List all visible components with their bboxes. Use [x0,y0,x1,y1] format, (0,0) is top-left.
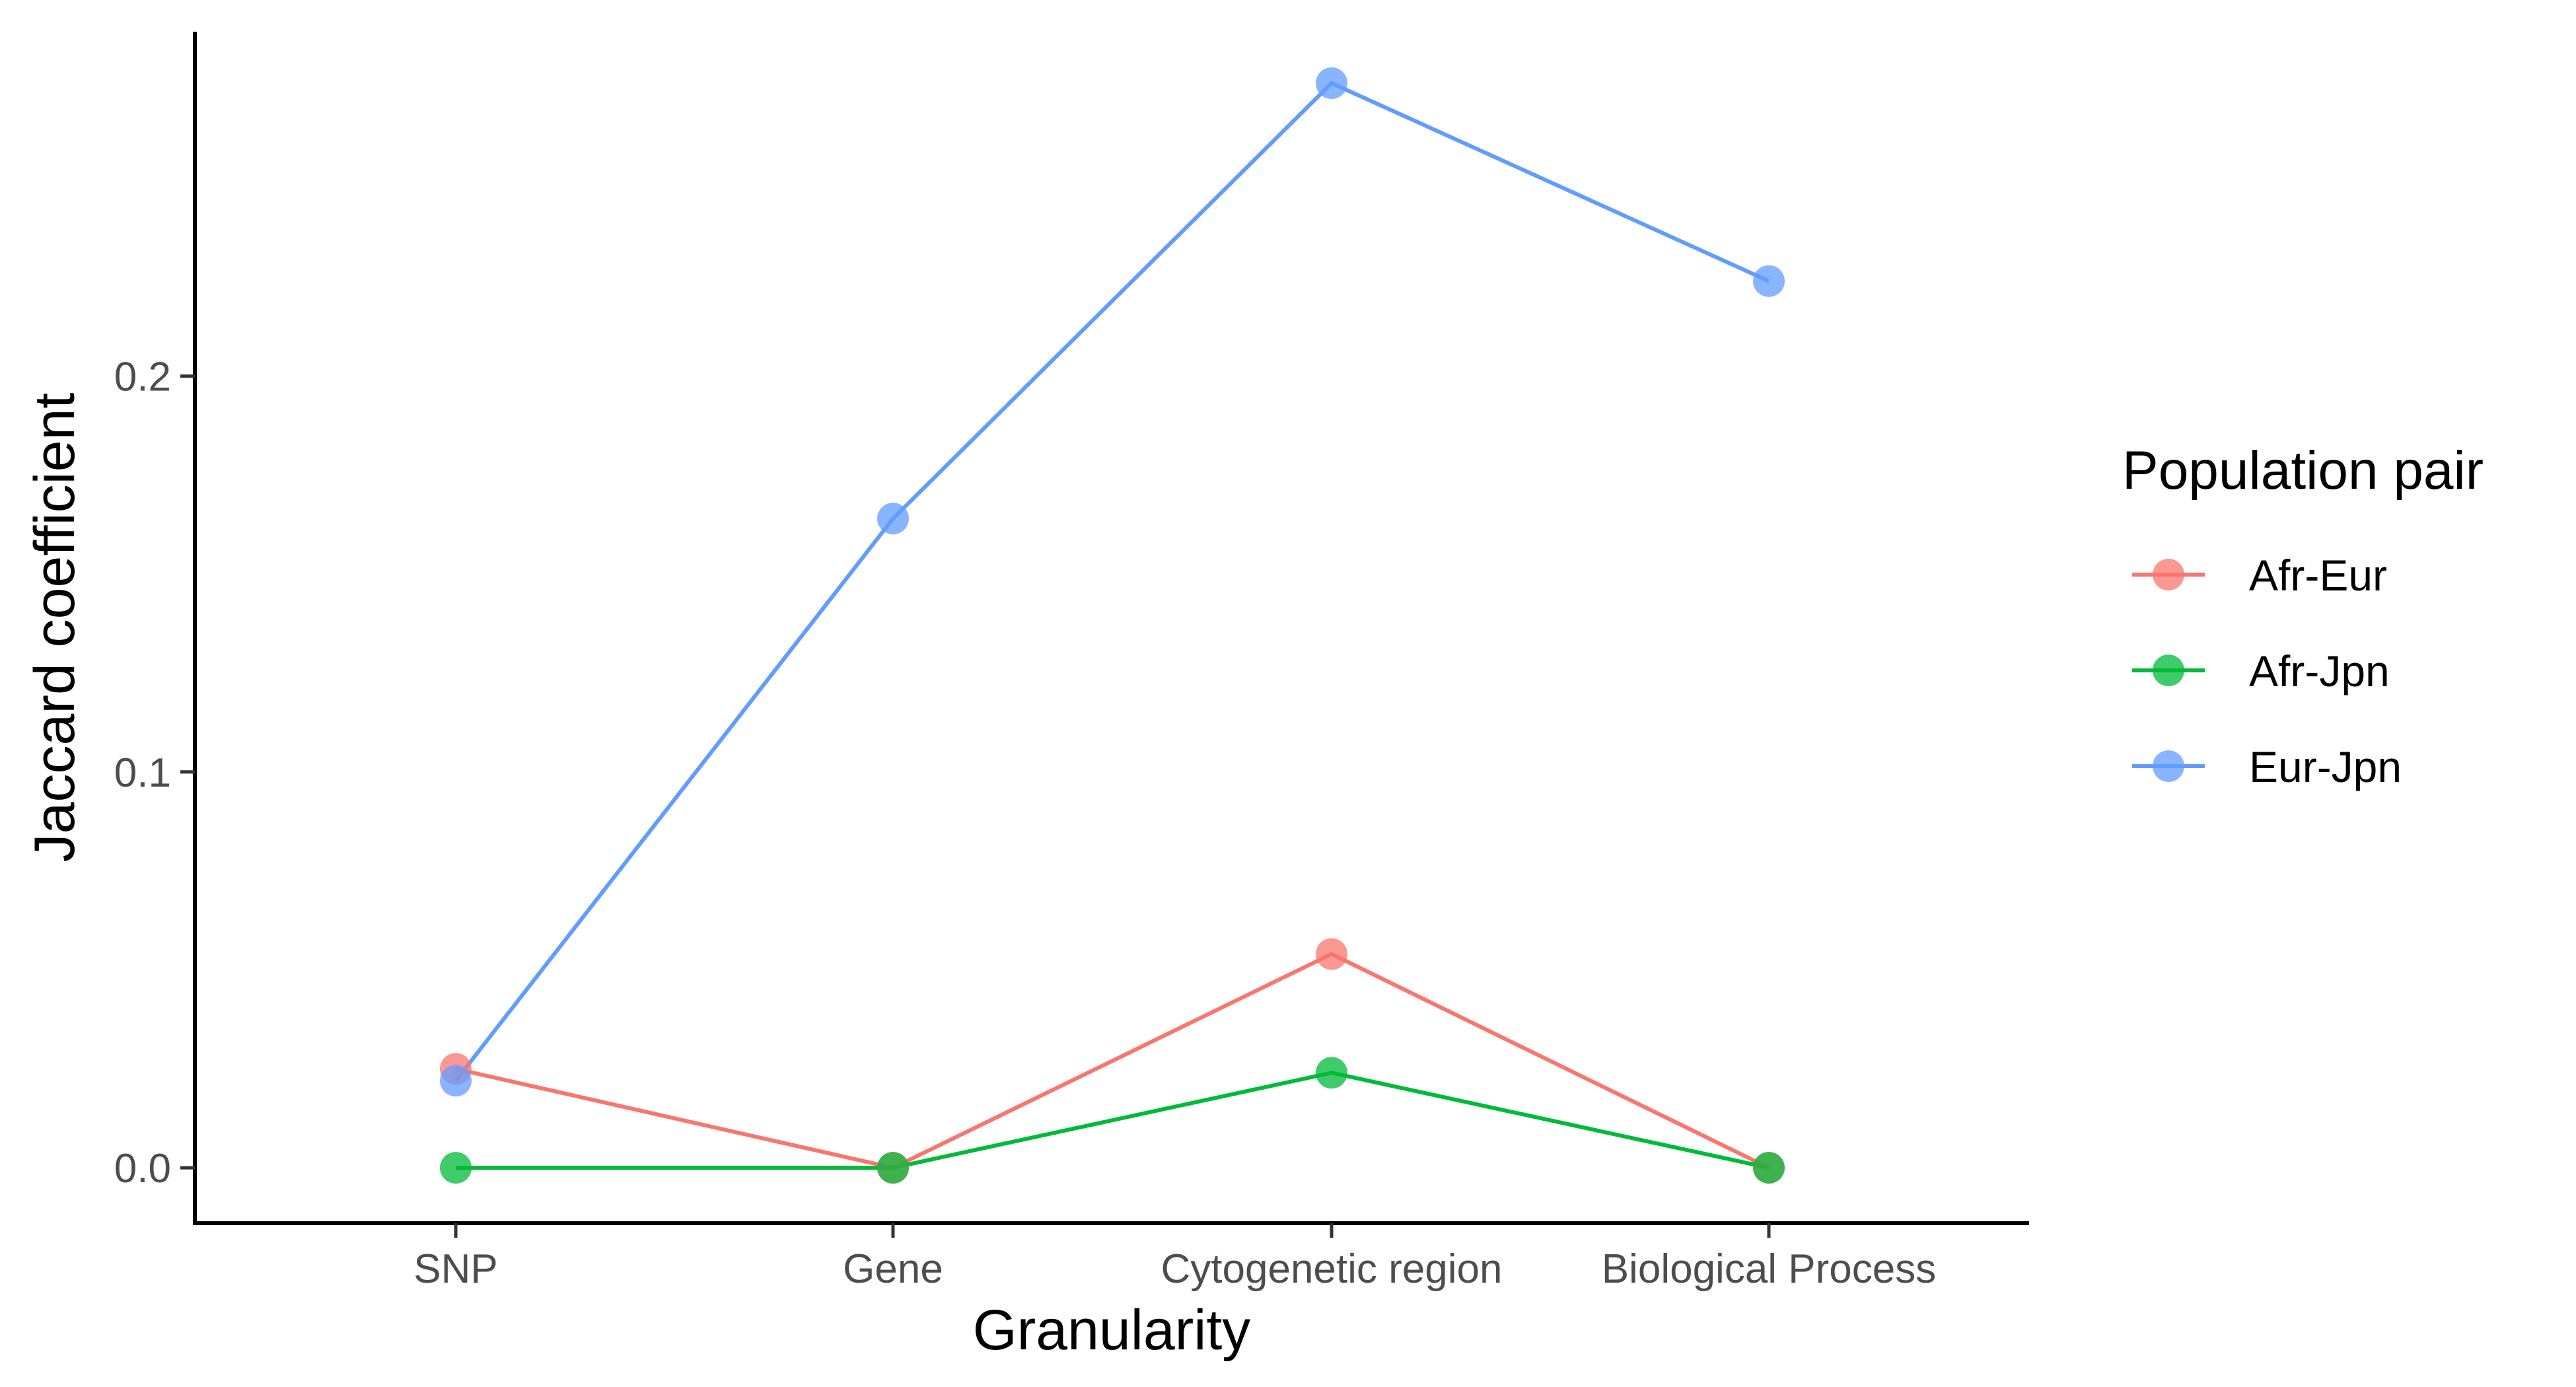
y-tick-label: 0.2 [114,354,171,400]
legend-label: Afr-Jpn [2249,647,2390,695]
series-line-eur-jpn [454,81,1770,1083]
legend-key-point [2153,655,2184,686]
x-tick-label: SNP [413,1246,497,1292]
data-point-eur-jpn [1316,67,1347,99]
data-point-eur-jpn [1753,265,1785,297]
x-tick-label: Biological Process [1602,1246,1937,1292]
data-point-eur-jpn [877,503,909,535]
data-point-afr-jpn [877,1152,909,1184]
legend-label: Afr-Eur [2249,551,2387,600]
data-point-afr-jpn [1316,1057,1347,1089]
axes-layer [193,32,2029,1225]
y-axis-title: Jaccard coefficient [23,393,87,863]
legend-title: Population pair [2122,441,2484,501]
x-axis-title: Granularity [973,1298,1251,1362]
data-point-eur-jpn [440,1065,472,1097]
legend-label: Eur-Jpn [2249,742,2402,791]
series-line-afr-eur [455,952,1770,1170]
series-layer [440,67,1785,1184]
y-tick-label: 0.1 [114,750,171,796]
legend-key-point [2153,750,2184,782]
y-tick-label: 0.0 [114,1146,171,1191]
data-point-afr-eur [1316,938,1347,970]
ticks-layer: 0.0 0.1 0.2 SNP Gene Cytogenetic region Biolog… [114,354,1936,1292]
x-tick-label: Gene [843,1246,943,1292]
x-tick-label: Cytogenetic region [1161,1246,1503,1292]
data-point-afr-jpn [440,1152,472,1184]
data-point-afr-jpn [1753,1152,1785,1184]
legend: Population pair Afr-Eur Afr-Jpn Eur-Jpn [2122,441,2484,791]
legend-key-point [2153,559,2184,590]
series-line-afr-jpn [456,1071,1770,1170]
